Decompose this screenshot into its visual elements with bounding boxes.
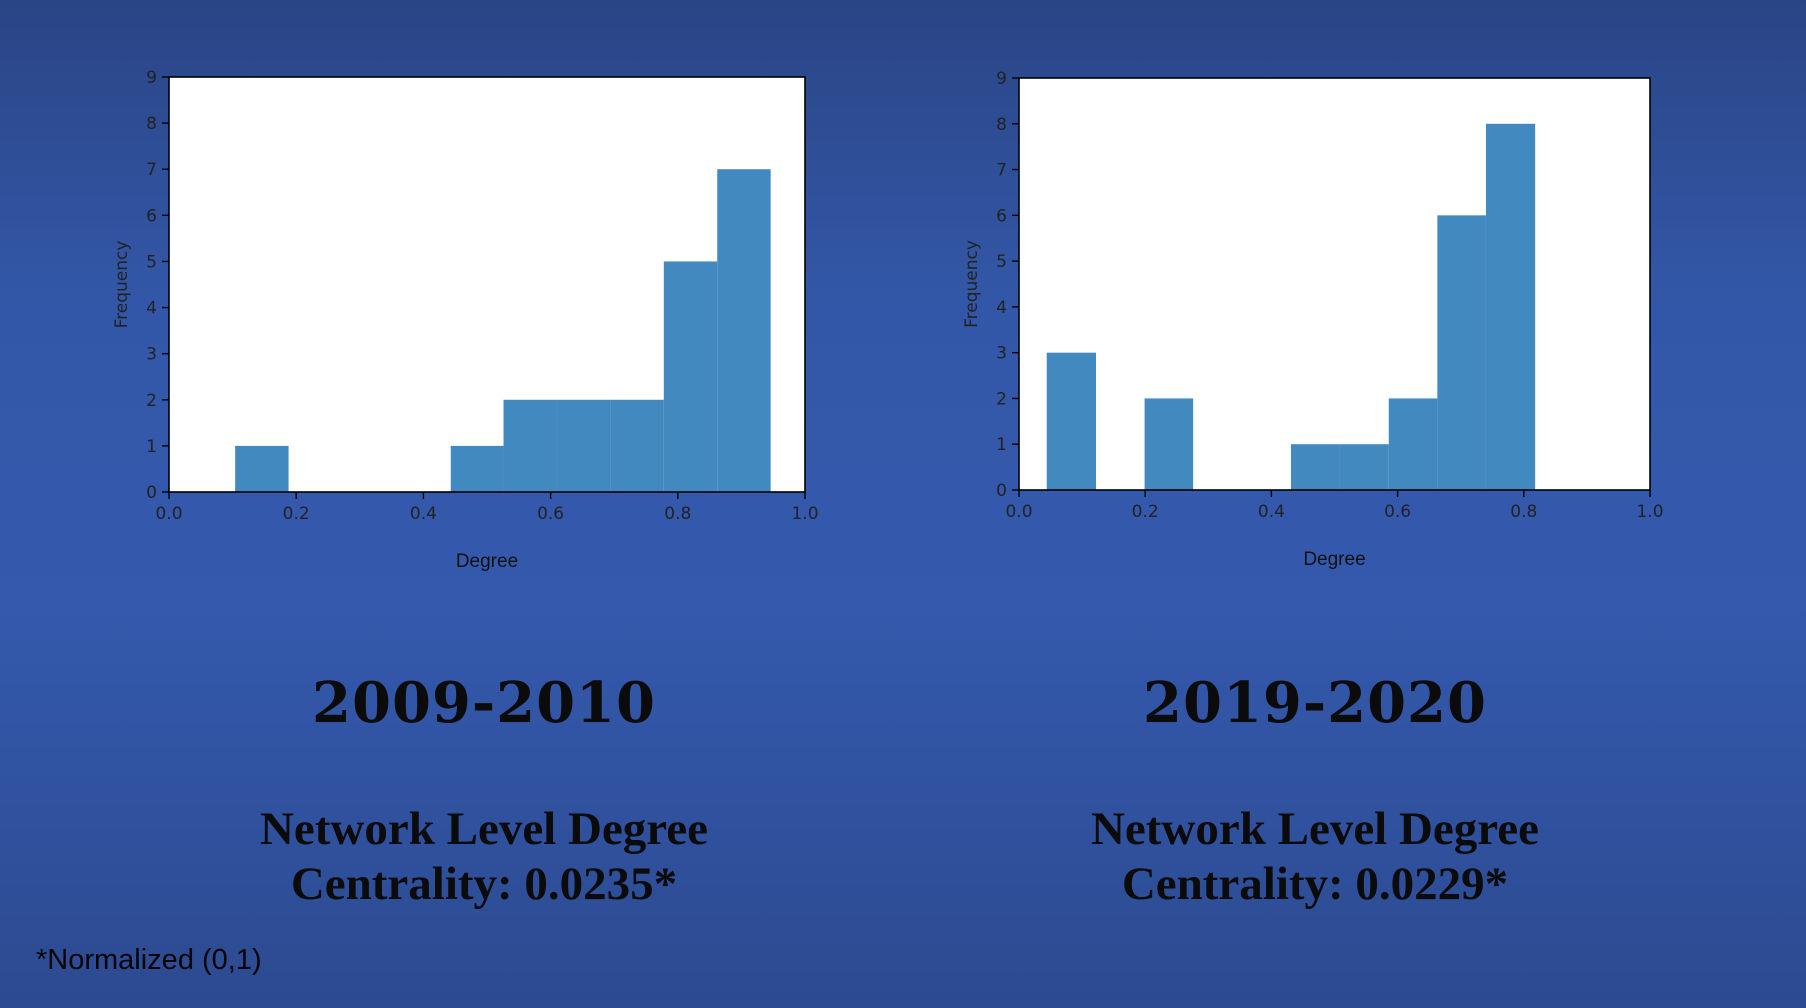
y-tick-label: 3 [146, 345, 157, 365]
x-tick-label: 1.0 [1636, 502, 1663, 522]
x-tick-label: 0.6 [1384, 502, 1411, 522]
y-tick-label: 2 [996, 389, 1007, 409]
histogram-bar [1388, 398, 1438, 490]
histogram-bar [663, 261, 718, 492]
y-tick-label: 9 [996, 69, 1007, 89]
y-tick-label: 6 [146, 206, 157, 226]
plot-frame [168, 76, 806, 493]
histogram-bar [610, 399, 664, 492]
x-axis-label: Degree [456, 551, 518, 572]
x-tick-label: 0.0 [1005, 502, 1032, 522]
x-tick-label: 0.8 [1510, 502, 1537, 522]
histogram-bar [1437, 215, 1486, 491]
x-tick-label: 0.4 [1258, 502, 1285, 522]
y-tick-label: 3 [996, 344, 1007, 364]
histogram-2019-2020: 0 1 2 3 4 5 6 7 8 9 0.0 0.2 0.4 0.6 0.8 1.0 Degree Freque… [962, 69, 1664, 570]
centrality-line1: Network Level Degree [259, 803, 709, 855]
histogram-bar [1290, 444, 1340, 490]
histogram-bar [450, 445, 504, 492]
y-tick-label: 5 [996, 252, 1007, 272]
period-title-2019-2020: 2019-2020 [1143, 670, 1487, 736]
x-tick-label: 0.0 [155, 504, 182, 524]
centrality-line2: Centrality: 0.0229* [1121, 858, 1509, 910]
y-tick-label: 9 [146, 68, 157, 88]
x-tick-label: 0.4 [410, 504, 437, 524]
centrality-text-2009-2010: Network Level Degree Centrality: 0.0235* [134, 802, 834, 912]
y-tick-label: 8 [146, 114, 157, 134]
y-tick-label: 2 [146, 391, 157, 411]
x-tick-label: 0.6 [537, 504, 564, 524]
y-tick-label: 4 [996, 298, 1007, 318]
y-tick-label: 4 [146, 299, 157, 319]
y-tick-label: 7 [146, 160, 157, 180]
plot-area [1019, 78, 1650, 490]
y-axis-label: Frequency [962, 240, 982, 328]
plot-frame [1018, 77, 1651, 491]
histogram-bar [1485, 123, 1536, 491]
centrality-text-2019-2020: Network Level Degree Centrality: 0.0229* [965, 802, 1665, 912]
y-tick-label: 7 [996, 161, 1007, 181]
x-tick-label: 0.2 [1132, 502, 1159, 522]
histogram-bar [1339, 444, 1389, 490]
histogram-bar [717, 169, 771, 492]
histogram-bar [1144, 398, 1194, 490]
y-tick-label: 0 [146, 483, 157, 503]
x-tick-label: 1.0 [791, 504, 818, 524]
histogram-bar [235, 445, 289, 492]
y-tick-label: 5 [146, 252, 157, 272]
y-tick-label: 8 [996, 115, 1007, 135]
y-tick-label: 1 [996, 435, 1007, 455]
footnote: *Normalized (0,1) [36, 944, 262, 976]
centrality-line1: Network Level Degree [1090, 803, 1540, 855]
y-tick-label: 1 [146, 437, 157, 457]
histogram-bar [556, 399, 611, 492]
y-tick-label: 6 [996, 206, 1007, 226]
histogram-bar [1046, 352, 1096, 490]
y-axis-label: Frequency [112, 241, 132, 329]
histogram-2009-2010: 0 1 2 3 4 5 6 7 8 9 0.0 0.2 0.4 0.6 0.8 1.0 Degree Freque… [112, 68, 819, 572]
histogram-bar [503, 399, 557, 492]
x-tick-label: 0.8 [664, 504, 691, 524]
x-axis-label: Degree [1303, 549, 1365, 570]
centrality-line2: Centrality: 0.0235* [290, 858, 678, 910]
x-tick-label: 0.2 [283, 504, 310, 524]
period-title-2009-2010: 2009-2010 [312, 670, 656, 736]
y-tick-label: 0 [996, 481, 1007, 501]
